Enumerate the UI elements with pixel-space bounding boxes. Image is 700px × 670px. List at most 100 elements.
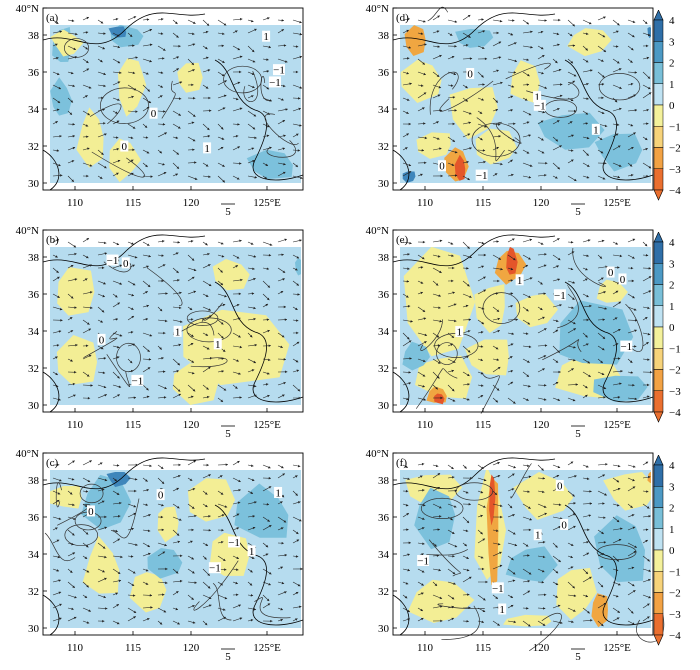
wind-arrowhead bbox=[102, 546, 106, 549]
contour-label-box bbox=[173, 325, 182, 337]
wind-arrowhead bbox=[221, 370, 224, 373]
wind-arrowhead bbox=[618, 301, 621, 304]
wind-arrowhead bbox=[646, 506, 650, 509]
wind-arrowhead bbox=[89, 291, 93, 294]
wind-arrowhead bbox=[296, 319, 299, 322]
wind-arrowhead bbox=[56, 72, 60, 76]
wind-arrowhead bbox=[541, 569, 545, 573]
wind-arrowhead bbox=[468, 576, 472, 580]
wind-arrowhead bbox=[116, 621, 120, 625]
contour-label-box bbox=[466, 67, 475, 79]
wind-arrowhead bbox=[603, 541, 607, 544]
wind-arrowhead bbox=[100, 320, 103, 323]
wind-arrowhead bbox=[635, 319, 638, 322]
wind-arrowhead bbox=[298, 396, 301, 400]
wind-arrowhead bbox=[573, 358, 576, 362]
wind-arrowhead bbox=[470, 476, 473, 480]
y-tick-label: 30 bbox=[28, 623, 40, 635]
wind-arrowhead bbox=[618, 328, 621, 332]
contour-line bbox=[243, 70, 259, 102]
wind-arrowhead bbox=[525, 332, 529, 335]
wind-arrowhead bbox=[570, 60, 574, 64]
colorbar-swatch bbox=[653, 104, 664, 127]
coastline bbox=[392, 12, 654, 191]
wind-arrowhead bbox=[481, 241, 485, 245]
wind-arrowhead bbox=[295, 70, 299, 74]
wind-arrowhead bbox=[239, 107, 243, 110]
boundary-line bbox=[392, 594, 410, 636]
wind-arrowhead bbox=[540, 30, 544, 34]
wind-arrowhead bbox=[101, 500, 105, 503]
wind-arrowhead bbox=[209, 315, 212, 318]
wind-arrowhead bbox=[439, 319, 442, 323]
wind-arrowhead bbox=[617, 23, 620, 26]
wind-arrowhead bbox=[468, 606, 471, 610]
wind-arrowhead bbox=[453, 303, 457, 306]
wind-arrowhead bbox=[207, 134, 211, 138]
contour-label: 0 bbox=[608, 267, 614, 279]
boundary-line bbox=[42, 371, 60, 413]
panel-label: (b) bbox=[46, 234, 59, 246]
wind-arrowhead bbox=[526, 58, 529, 61]
colorbar-label: 4 bbox=[669, 237, 675, 249]
wind-arrowhead bbox=[500, 162, 503, 166]
wind-arrowhead bbox=[208, 96, 211, 100]
wind-arrowhead bbox=[250, 570, 253, 573]
map-frame bbox=[392, 7, 654, 191]
wind-arrowhead bbox=[300, 567, 303, 571]
contour-label-box bbox=[618, 273, 627, 285]
panel-label: (d) bbox=[396, 12, 409, 24]
contour-labels: 01−101−1 bbox=[417, 479, 569, 616]
wind-arrowhead bbox=[555, 60, 558, 64]
wind-arrowhead bbox=[454, 109, 457, 112]
wind-arrowhead bbox=[296, 256, 300, 259]
wind-arrowhead bbox=[285, 108, 288, 111]
wind-arrowhead bbox=[116, 356, 120, 359]
colorbar-label: −2 bbox=[669, 365, 681, 377]
wind-arrowhead bbox=[648, 569, 651, 572]
wind-arrowhead bbox=[58, 517, 62, 520]
wind-arrowhead bbox=[235, 581, 238, 585]
wind-arrowhead bbox=[250, 19, 254, 23]
wind-arrowhead bbox=[451, 55, 455, 59]
wind-arrowhead bbox=[406, 98, 410, 101]
wind-arrowhead bbox=[572, 23, 575, 27]
y-tick-label: 40°N bbox=[366, 3, 389, 15]
wind-arrowhead bbox=[161, 279, 164, 283]
anomaly-patch bbox=[50, 486, 82, 509]
wind-arrowhead bbox=[645, 461, 649, 465]
wind-arrowhead bbox=[588, 374, 591, 377]
wind-arrowhead bbox=[452, 122, 455, 126]
wind-arrowhead bbox=[266, 86, 269, 90]
wind-arrowhead bbox=[146, 304, 149, 308]
wind-arrowhead bbox=[236, 304, 240, 307]
contour-label-box bbox=[533, 99, 546, 111]
x-tick-label: 120 bbox=[533, 642, 550, 654]
contour-label-box bbox=[228, 536, 241, 548]
wind-arrowhead bbox=[253, 607, 257, 611]
coast-line bbox=[214, 504, 304, 626]
wind-arrowhead bbox=[541, 138, 544, 141]
wind-arrowhead bbox=[55, 527, 58, 530]
wind-arrowhead bbox=[103, 282, 106, 285]
wind-arrowhead bbox=[208, 515, 211, 518]
boundary-line bbox=[392, 371, 410, 413]
wind-arrowhead bbox=[421, 553, 424, 556]
wind-arrowhead bbox=[571, 368, 574, 371]
wind-arrowhead bbox=[527, 73, 530, 77]
wind-arrowhead bbox=[571, 251, 575, 254]
contour-label: 0 bbox=[561, 519, 567, 531]
wind-arrowhead bbox=[497, 367, 501, 370]
wind-arrowhead bbox=[269, 99, 272, 102]
wind-arrowhead bbox=[482, 83, 485, 86]
wind-arrowhead bbox=[205, 164, 209, 167]
anomaly-patch bbox=[594, 515, 646, 583]
wind-arrowhead bbox=[268, 582, 271, 586]
y-tick-label: 30 bbox=[28, 178, 40, 190]
wind-arrowhead bbox=[497, 623, 500, 626]
wind-arrowhead bbox=[119, 334, 123, 337]
wind-arrowhead bbox=[527, 579, 530, 583]
y-tick-label: 38 bbox=[378, 30, 390, 42]
wind-arrowhead bbox=[194, 581, 197, 584]
